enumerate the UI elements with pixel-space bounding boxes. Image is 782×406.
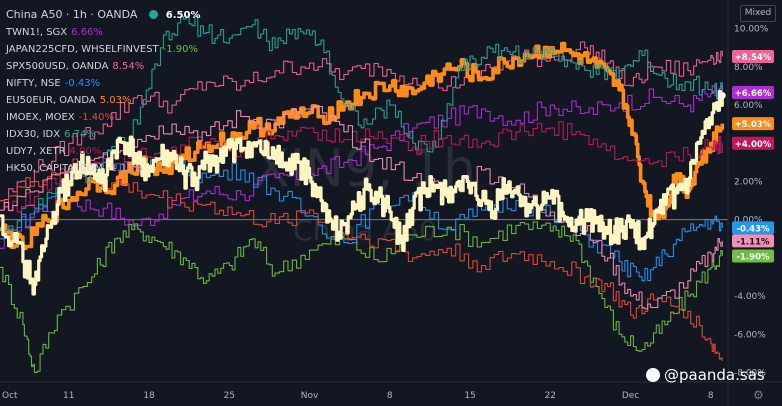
last-price-dot bbox=[718, 92, 726, 99]
end-label-box bbox=[732, 136, 774, 150]
legend-entry[interactable]: TWN1!, SGX 6.66% bbox=[6, 24, 201, 41]
symbol-title[interactable]: China A50 · 1h · OANDA bbox=[6, 8, 138, 21]
legend-symbol: IDX30, IDX bbox=[6, 129, 61, 140]
legend-entry[interactable]: IMOEX, MOEX -1.40% bbox=[6, 109, 201, 126]
end-labels: +6.66% -1.90% +8.54% -0.43% +5.03% +4.00% -1.1… bbox=[732, 50, 774, 263]
end-label-box bbox=[732, 117, 774, 131]
x-tick-label: Nov bbox=[301, 391, 319, 401]
legend-symbol: NIFTY, NSE bbox=[6, 78, 61, 89]
author-handle: @paanda.sas bbox=[664, 366, 765, 384]
x-tick-label: 8 bbox=[387, 391, 393, 401]
end-label-box bbox=[732, 50, 774, 64]
legend-entry[interactable]: EU50EUR, OANDA 5.03% bbox=[6, 92, 201, 109]
author-watermark: @paanda.sas bbox=[646, 366, 765, 384]
x-tick-label: Oct bbox=[2, 391, 18, 401]
legend-symbol: JAPAN225CFD, WHSELFINVEST bbox=[6, 44, 159, 55]
legend-symbol: SPX500USD, OANDA bbox=[6, 61, 109, 72]
x-tick-label: 8 bbox=[708, 391, 714, 401]
end-label-text: +8.54% bbox=[735, 53, 772, 63]
y-tick-label: -4.00% bbox=[734, 292, 766, 302]
end-label-text: -0.43% bbox=[736, 224, 769, 234]
legend-value: -1.40% bbox=[78, 112, 115, 123]
price-scale-panel[interactable] bbox=[728, 0, 782, 406]
y-tick-label: -8.00% bbox=[734, 368, 766, 378]
legend-value: -0.43% bbox=[64, 78, 101, 89]
legend-symbol: HK50, CAPITALCOM bbox=[6, 163, 104, 174]
end-label-text: +6.66% bbox=[735, 89, 772, 99]
logo-icon bbox=[646, 368, 660, 382]
end-label-text: -1.11% bbox=[736, 237, 769, 247]
end-label-text: +4.00% bbox=[735, 140, 772, 150]
time-scale-panel[interactable] bbox=[0, 382, 782, 406]
legend-entry[interactable]: UDY7, XETR 4.00% bbox=[6, 143, 201, 160]
legend-value: -1.90% bbox=[162, 44, 199, 55]
legend-symbol: UDY7, XETR bbox=[6, 146, 66, 157]
x-tick-label: 25 bbox=[224, 391, 235, 401]
settings-gear-icon[interactable]: ⚙ bbox=[753, 388, 764, 402]
legend-symbol: EU50EUR, OANDA bbox=[6, 95, 96, 106]
legend-symbol: TWN1!, SGX bbox=[6, 27, 68, 38]
end-label-text: -1.90% bbox=[736, 252, 769, 262]
y-tick-label: 10.00% bbox=[734, 25, 769, 35]
legend-value: 5.03% bbox=[99, 95, 132, 106]
legend-entry[interactable]: JAPAN225CFD, WHSELFINVEST -1.90% bbox=[6, 41, 201, 58]
scale-mode-button[interactable]: Mixed bbox=[740, 5, 776, 22]
legend-entry[interactable]: IDX30, IDX 6.74% bbox=[6, 126, 201, 143]
x-tick-label: 22 bbox=[545, 391, 556, 401]
legend-value: 6.66% bbox=[71, 27, 103, 38]
end-label-box bbox=[732, 221, 774, 235]
main-value: 6.50% bbox=[165, 10, 201, 21]
x-tick-label: 18 bbox=[143, 391, 155, 401]
series-line-6 bbox=[0, 15, 723, 231]
legend-symbol: IMOEX, MOEX bbox=[6, 112, 75, 123]
x-tick-label: Dec bbox=[622, 391, 639, 401]
series-line-5 bbox=[0, 158, 723, 361]
y-tick-label: 2.00% bbox=[734, 177, 763, 187]
y-tick-label: 8.00% bbox=[734, 63, 763, 73]
legend-entry[interactable]: HK50, CAPITALCOM -1.11% bbox=[6, 160, 201, 177]
y-tick-label: 6.00% bbox=[734, 101, 763, 111]
legend-value: 6.74% bbox=[64, 129, 96, 140]
status-dot-icon bbox=[148, 10, 158, 19]
x-tick-label: 11 bbox=[63, 391, 74, 401]
legend: China A50 · 1h · OANDA 6.50% TWN1!, SGX 6… bbox=[6, 6, 201, 177]
legend-main: China A50 · 1h · OANDA 6.50% bbox=[6, 6, 201, 24]
y-tick-label: 0.00% bbox=[734, 216, 763, 226]
legend-entry[interactable]: NIFTY, NSE -0.43% bbox=[6, 75, 201, 92]
end-label-box bbox=[732, 249, 774, 263]
legend-value: -1.11% bbox=[107, 163, 143, 174]
end-label-box bbox=[732, 234, 774, 248]
series-lines bbox=[0, 15, 726, 373]
legend-value: 4.00% bbox=[69, 146, 102, 157]
series-line-0 bbox=[0, 84, 723, 249]
series-line-9 bbox=[0, 90, 724, 296]
y-tick-label: -6.00% bbox=[734, 330, 766, 340]
legend-value: 8.54% bbox=[112, 61, 145, 72]
end-label-text: +5.03% bbox=[735, 120, 772, 130]
end-label-box bbox=[732, 85, 774, 99]
x-tick-label: 15 bbox=[464, 391, 475, 401]
legend-entry[interactable]: SPX500USD, OANDA 8.54% bbox=[6, 58, 201, 75]
